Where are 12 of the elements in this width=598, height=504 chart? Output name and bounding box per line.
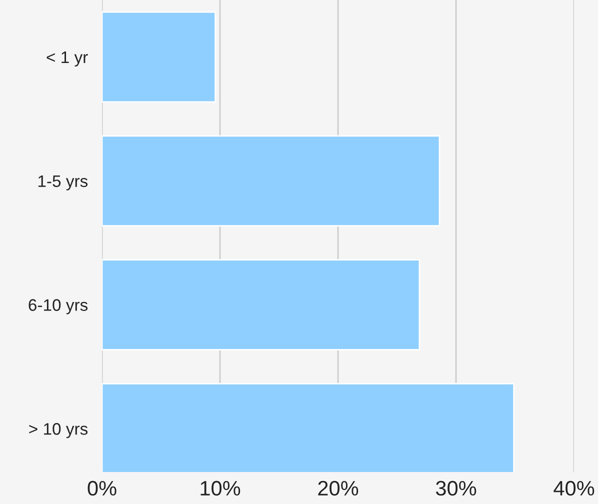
bar — [102, 11, 216, 103]
bar — [102, 259, 420, 350]
y-tick-label: 1-5 yrs — [38, 175, 88, 190]
x-tick-label: 30% — [436, 480, 476, 496]
y-tick-label: > 10 yrs — [29, 423, 88, 438]
x-tick-label: 20% — [318, 480, 358, 496]
x-tick-label: 10% — [200, 480, 240, 496]
bar — [102, 135, 440, 227]
y-tick-label: < 1 yr — [46, 52, 88, 66]
x-tick-label: 0% — [88, 480, 116, 496]
y-tick-label: 6-10 yrs — [28, 299, 88, 314]
x-tick-label: 40% — [554, 480, 594, 496]
